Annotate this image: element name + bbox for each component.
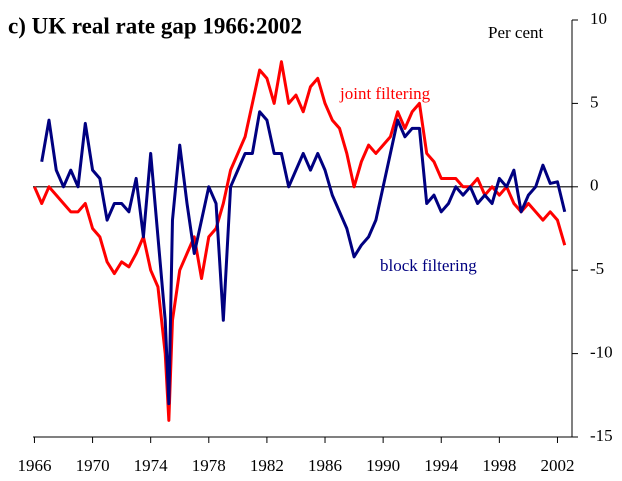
x-tick-label: 1994 [424, 456, 459, 475]
x-tick-label: 1982 [250, 456, 284, 475]
y-tick-label: -5 [590, 259, 604, 278]
y-tick-label: 10 [590, 9, 607, 28]
x-tick-label: 1974 [134, 456, 169, 475]
x-tick-label: 1998 [482, 456, 516, 475]
data-line [40, 110, 567, 406]
x-tick-label: 1986 [308, 456, 342, 475]
x-tick-label: 1966 [17, 456, 51, 475]
y-tick-label: -15 [590, 426, 613, 445]
y-tick-label: 0 [590, 176, 599, 195]
data-line [33, 60, 567, 422]
x-tick-label: 2002 [540, 456, 574, 475]
chart-title: c) UK real rate gap 1966:2002 [8, 13, 302, 38]
y-axis-label: Per cent [488, 23, 544, 42]
y-tick-label: -10 [590, 343, 613, 362]
x-tick-label: 1978 [192, 456, 226, 475]
x-tick-label: 1970 [76, 456, 110, 475]
y-tick-label: 5 [590, 92, 599, 111]
x-tick-label: 1990 [366, 456, 400, 475]
annotation: block filtering [380, 256, 477, 275]
annotation: joint filtering [339, 84, 431, 103]
